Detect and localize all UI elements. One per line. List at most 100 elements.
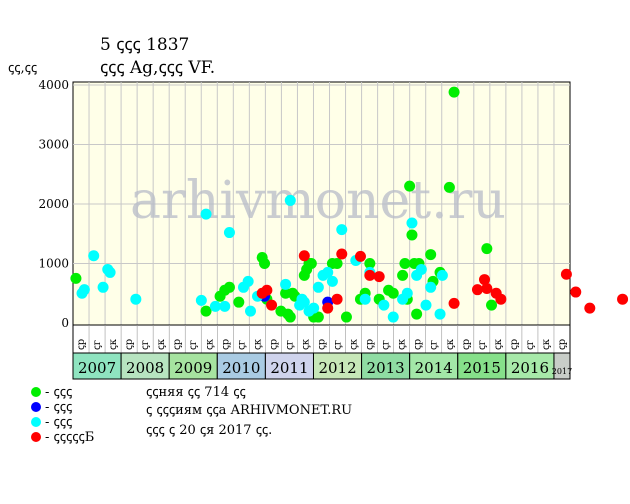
point-series-0 <box>397 269 409 281</box>
year-cell <box>409 352 459 380</box>
year-cell <box>505 352 555 380</box>
point-series-0 <box>233 296 245 308</box>
point-series-3 <box>322 302 334 314</box>
point-series-2 <box>312 281 324 293</box>
y-axis-unit: ꞔꞔ,ꞔꞔ <box>8 61 37 76</box>
point-series-2 <box>406 217 418 229</box>
point-series-3 <box>331 293 343 305</box>
quarter-label: ꞔр <box>268 339 279 350</box>
quarter-label: ꞔг <box>236 340 247 350</box>
point-series-3 <box>298 250 310 262</box>
y-tick-label: 1000 <box>38 257 69 271</box>
quarter-label: ꞔр <box>365 339 376 350</box>
y-tick-label: 0 <box>61 316 69 330</box>
year-label: 2011 <box>270 359 308 377</box>
quarter-label: ꞔг <box>92 340 103 350</box>
year-cell <box>168 352 218 380</box>
year-label: 2008 <box>126 359 164 377</box>
point-series-0 <box>312 311 324 323</box>
quarter-label: ꞔр <box>509 339 520 350</box>
point-series-3 <box>266 299 278 311</box>
year-cell <box>120 352 170 380</box>
legend-label-2: - ꞔꞔꞔ <box>45 415 72 430</box>
year-label: 2010 <box>222 359 260 377</box>
point-series-2 <box>326 275 338 287</box>
point-series-0 <box>411 308 423 320</box>
point-series-2 <box>387 311 399 323</box>
year-label: 2016 <box>511 359 549 377</box>
point-series-2 <box>280 278 292 290</box>
watermark: arhivmonet.ru <box>130 171 506 231</box>
quarter-label: ꞔк <box>204 338 215 350</box>
legend: - ꞔꞔꞔ - ꞔꞔꞔ - ꞔꞔꞔ - ꞔꞔꞔꞔꞔБ <box>31 385 94 445</box>
point-series-0 <box>223 281 235 293</box>
point-series-3 <box>617 293 629 305</box>
quarter-label: ꞔр <box>317 339 328 350</box>
y-axis-ticks: 0 1000 2000 3000 4000 <box>38 78 69 330</box>
quarter-label: ꞔк <box>541 338 552 350</box>
year-label: 2007 <box>78 359 116 377</box>
point-series-0 <box>404 180 416 192</box>
year-label: 2009 <box>174 359 212 377</box>
point-series-0 <box>331 258 343 269</box>
point-series-2 <box>359 293 371 305</box>
quarter-label: ꞔг <box>284 340 295 350</box>
grid <box>73 82 570 325</box>
point-series-0 <box>259 258 271 269</box>
point-series-3 <box>495 293 507 305</box>
point-series-0 <box>364 258 376 269</box>
point-series-2 <box>78 284 90 296</box>
point-series-2 <box>401 287 413 299</box>
quarter-label: ꞔр <box>172 339 183 350</box>
point-series-0 <box>425 249 437 261</box>
quarter-label: ꞔг <box>333 340 344 350</box>
point-series-2 <box>245 305 256 317</box>
year-label: 2015 <box>463 359 501 377</box>
point-series-0 <box>399 258 411 269</box>
legend-marker-0 <box>31 387 41 397</box>
quarter-label: ꞔк <box>349 338 360 350</box>
point-series-3 <box>448 297 460 309</box>
quarter-label: ꞔр <box>124 339 135 350</box>
year-label: 2017 <box>552 367 572 376</box>
quarter-label: ꞔк <box>108 338 119 350</box>
point-series-2 <box>425 281 437 293</box>
legend-label-0: - ꞔꞔꞔ <box>45 385 72 400</box>
point-series-3 <box>354 250 366 262</box>
y-tick-label: 4000 <box>38 78 69 92</box>
point-series-0 <box>284 311 296 323</box>
point-series-3 <box>570 286 582 298</box>
quarter-label: ꞔк <box>156 338 167 350</box>
note-average-price: ꞔꞔняя ꞔꞔ 714 ꞔꞔ <box>146 385 246 400</box>
quarter-label: ꞔк <box>493 338 504 350</box>
point-series-0 <box>305 258 317 269</box>
point-series-3 <box>336 248 348 260</box>
year-cell <box>361 352 411 380</box>
point-series-0 <box>340 311 352 323</box>
quarter-label: ꞔр <box>76 339 87 350</box>
point-series-2 <box>209 300 221 312</box>
quarter-label: ꞔк <box>445 338 456 350</box>
legend-label-3: - ꞔꞔꞔꞔꞔБ <box>45 430 94 445</box>
point-series-2 <box>336 224 348 236</box>
point-series-2 <box>242 275 254 287</box>
point-series-0 <box>481 243 493 255</box>
quarter-label: ꞔг <box>140 340 151 350</box>
point-series-2 <box>322 266 334 278</box>
note-source: ꞔ ꞔꞔꞔиям ꞔꞔа ARHIVMONET.RU <box>146 403 352 418</box>
year-cell <box>72 352 122 380</box>
point-series-2 <box>130 293 142 305</box>
point-series-2 <box>298 296 310 308</box>
point-series-2 <box>97 281 109 293</box>
point-series-0 <box>448 86 460 98</box>
year-label: 2012 <box>318 359 356 377</box>
quarter-label: ꞔг <box>188 340 199 350</box>
point-series-0 <box>486 299 498 311</box>
point-series-0 <box>387 287 399 299</box>
point-series-0 <box>200 305 212 317</box>
quarter-label: ꞔк <box>252 338 263 350</box>
data-points <box>70 86 629 323</box>
year-cell <box>216 352 266 380</box>
